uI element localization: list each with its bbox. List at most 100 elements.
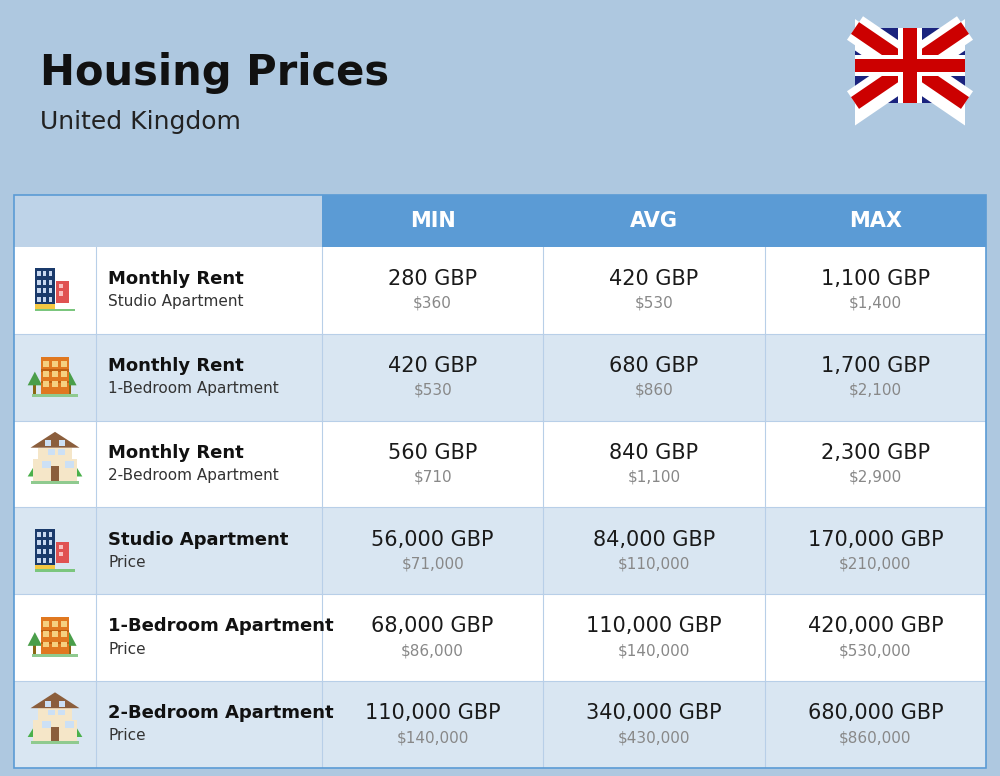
Bar xyxy=(49,558,52,563)
Bar xyxy=(61,371,67,376)
Bar xyxy=(49,549,52,554)
Polygon shape xyxy=(57,438,67,446)
Bar xyxy=(14,681,986,768)
Polygon shape xyxy=(68,465,82,476)
Bar xyxy=(43,642,49,647)
Text: 68,000 GBP: 68,000 GBP xyxy=(371,616,494,636)
Text: $860: $860 xyxy=(635,383,673,398)
Bar xyxy=(37,558,41,563)
Bar xyxy=(49,532,52,537)
Bar xyxy=(52,361,58,366)
Text: $71,000: $71,000 xyxy=(401,556,464,571)
Bar xyxy=(898,28,922,103)
Bar xyxy=(51,727,59,741)
Text: AVG: AVG xyxy=(630,211,678,231)
Bar xyxy=(37,540,41,546)
Polygon shape xyxy=(28,632,42,646)
Bar xyxy=(43,297,46,302)
Bar xyxy=(65,721,74,729)
Bar xyxy=(43,532,46,537)
Text: Price: Price xyxy=(108,555,146,570)
Bar xyxy=(49,280,52,285)
Text: 420,000 GBP: 420,000 GBP xyxy=(808,616,943,636)
Polygon shape xyxy=(847,16,973,115)
Bar xyxy=(35,268,55,309)
Bar xyxy=(52,642,58,647)
Text: 340,000 GBP: 340,000 GBP xyxy=(586,703,722,723)
Bar xyxy=(59,284,63,289)
Polygon shape xyxy=(62,372,77,386)
Bar xyxy=(59,441,65,446)
Bar xyxy=(43,622,49,627)
Bar xyxy=(61,642,67,647)
Bar xyxy=(61,361,67,366)
Polygon shape xyxy=(28,726,42,737)
Bar xyxy=(35,565,55,569)
Bar xyxy=(48,709,55,715)
Polygon shape xyxy=(57,698,67,707)
Polygon shape xyxy=(68,726,82,737)
Polygon shape xyxy=(855,19,965,108)
Text: $860,000: $860,000 xyxy=(839,730,912,745)
Bar xyxy=(33,719,77,741)
Bar xyxy=(43,271,46,276)
Text: Price: Price xyxy=(108,729,146,743)
Bar xyxy=(33,643,36,654)
Bar xyxy=(41,369,69,372)
Text: $360: $360 xyxy=(413,296,452,311)
Text: Studio Apartment: Studio Apartment xyxy=(108,294,244,309)
Bar xyxy=(61,381,67,386)
Bar xyxy=(41,617,69,654)
Text: 170,000 GBP: 170,000 GBP xyxy=(808,530,943,549)
Bar xyxy=(14,195,322,247)
Bar xyxy=(14,508,986,594)
Text: $530: $530 xyxy=(635,296,673,311)
Text: 420 GBP: 420 GBP xyxy=(609,269,699,289)
Bar xyxy=(58,449,65,455)
Text: Monthly Rent: Monthly Rent xyxy=(108,357,244,375)
Bar xyxy=(31,481,79,483)
Bar xyxy=(59,552,63,556)
Text: 1,700 GBP: 1,700 GBP xyxy=(821,356,930,376)
Bar xyxy=(43,289,46,293)
Polygon shape xyxy=(855,28,965,116)
Text: 1-Bedroom Apartment: 1-Bedroom Apartment xyxy=(108,618,334,636)
Bar xyxy=(14,421,986,508)
Bar xyxy=(14,247,986,334)
Text: $2,100: $2,100 xyxy=(849,383,902,398)
Bar xyxy=(37,532,41,537)
Bar xyxy=(37,271,41,276)
Bar xyxy=(33,459,77,481)
Bar xyxy=(58,709,65,715)
Bar xyxy=(43,371,49,376)
Bar xyxy=(14,195,986,768)
Text: United Kingdom: United Kingdom xyxy=(40,110,241,134)
Bar xyxy=(49,297,52,302)
Polygon shape xyxy=(62,632,77,646)
Text: $86,000: $86,000 xyxy=(401,643,464,658)
Bar xyxy=(14,594,986,681)
Bar xyxy=(49,271,52,276)
Bar xyxy=(52,381,58,386)
Text: Monthly Rent: Monthly Rent xyxy=(108,270,244,288)
Bar xyxy=(903,28,917,103)
Bar xyxy=(45,441,51,446)
Bar xyxy=(56,281,69,303)
Text: $1,400: $1,400 xyxy=(849,296,902,311)
Text: 110,000 GBP: 110,000 GBP xyxy=(586,616,722,636)
Text: 680 GBP: 680 GBP xyxy=(609,356,699,376)
Text: 1,100 GBP: 1,100 GBP xyxy=(821,269,930,289)
Text: 1-Bedroom Apartment: 1-Bedroom Apartment xyxy=(108,381,279,396)
Bar xyxy=(765,195,986,247)
Bar xyxy=(43,549,46,554)
Bar xyxy=(43,558,46,563)
Bar xyxy=(52,622,58,627)
Bar xyxy=(43,280,46,285)
Bar xyxy=(65,461,74,468)
Text: $2,900: $2,900 xyxy=(849,469,902,484)
Polygon shape xyxy=(28,372,42,386)
Text: 56,000 GBP: 56,000 GBP xyxy=(371,530,494,549)
Text: Price: Price xyxy=(108,642,146,656)
Text: $140,000: $140,000 xyxy=(396,730,469,745)
Bar xyxy=(35,309,75,311)
